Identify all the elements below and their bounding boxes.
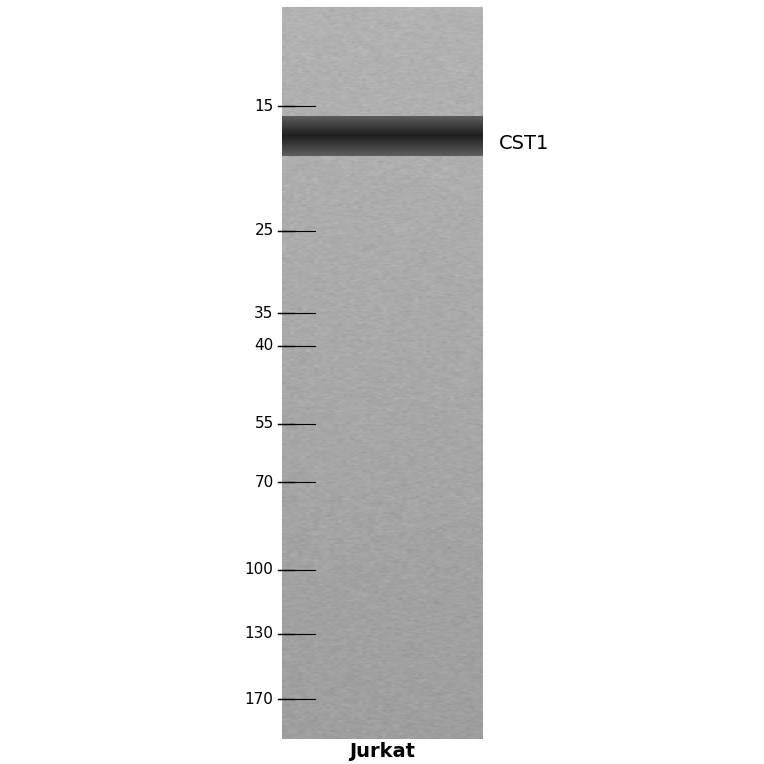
Text: 40: 40 — [254, 338, 274, 353]
Text: 170: 170 — [244, 691, 274, 707]
Text: 100: 100 — [244, 562, 274, 577]
Text: Jurkat: Jurkat — [349, 743, 415, 762]
Text: 35: 35 — [254, 306, 274, 321]
Text: CST1: CST1 — [499, 134, 549, 154]
Text: 55: 55 — [254, 416, 274, 431]
Text: 25: 25 — [254, 223, 274, 238]
Text: 130: 130 — [244, 626, 274, 641]
Text: 15: 15 — [254, 99, 274, 114]
Text: 70: 70 — [254, 475, 274, 490]
